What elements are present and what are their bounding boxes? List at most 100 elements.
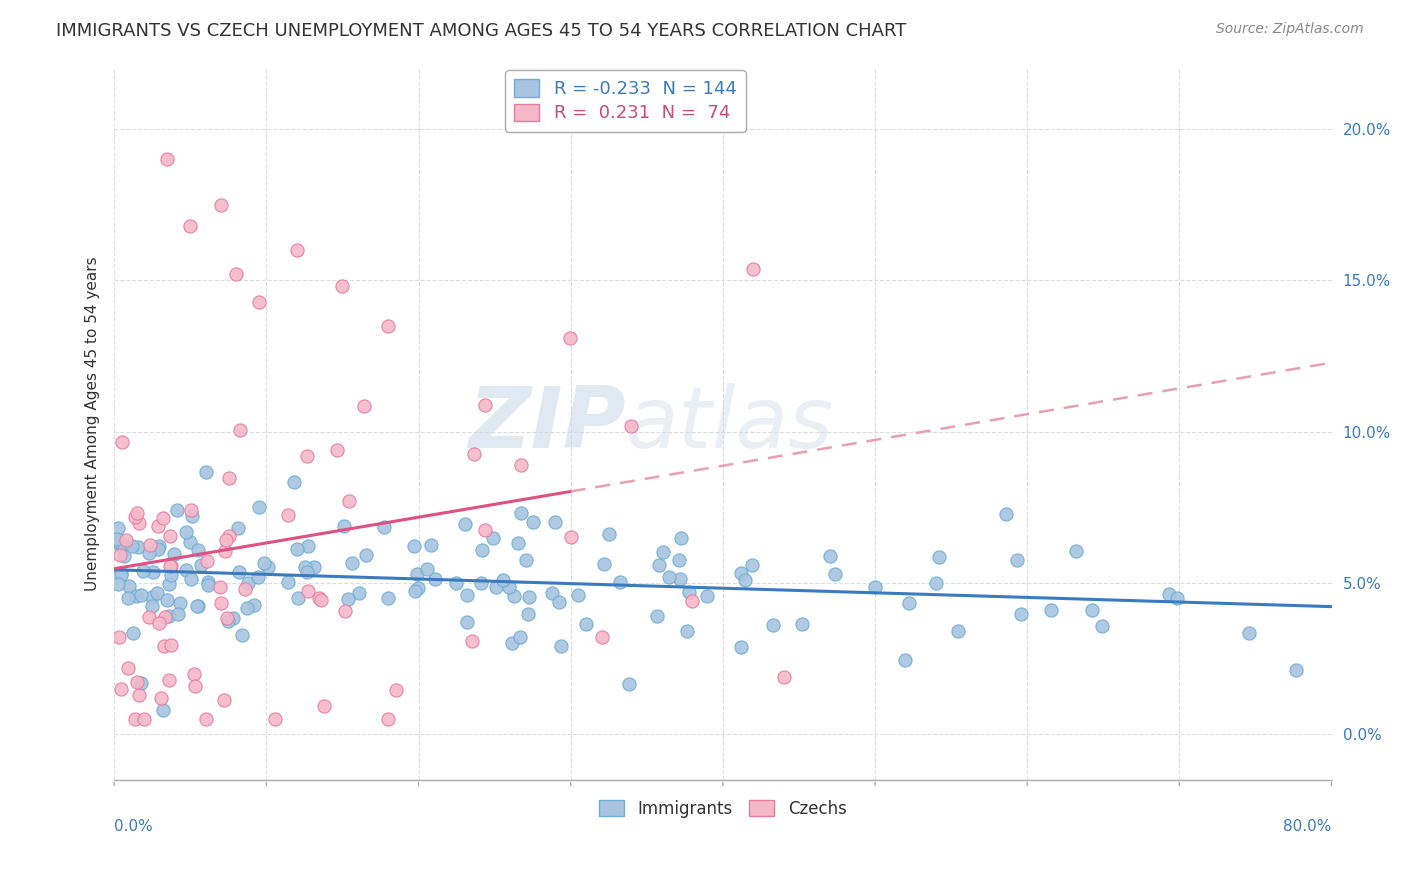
Point <box>243 598 266 612</box>
Point <box>218 471 240 485</box>
Point <box>498 581 520 595</box>
Point <box>125 675 148 690</box>
Point <box>263 712 285 726</box>
Point <box>287 591 309 605</box>
Point <box>463 447 485 461</box>
Point <box>696 589 718 603</box>
Point <box>108 538 131 552</box>
Point <box>222 611 245 625</box>
Point <box>117 591 139 605</box>
Point <box>730 640 752 654</box>
Point <box>112 538 135 552</box>
Point <box>110 434 132 449</box>
Point <box>194 712 217 726</box>
Point <box>231 628 253 642</box>
Point <box>620 418 643 433</box>
Point <box>658 570 681 584</box>
Point <box>159 529 181 543</box>
Y-axis label: Unemployment Among Ages 45 to 54 years: Unemployment Among Ages 45 to 54 years <box>86 257 100 591</box>
Point <box>353 399 375 413</box>
Point <box>1091 618 1114 632</box>
Point <box>141 599 163 614</box>
Point <box>247 500 270 515</box>
Point <box>128 689 150 703</box>
Point <box>790 616 813 631</box>
Point <box>297 584 319 599</box>
Point <box>894 653 917 667</box>
Point <box>669 532 692 546</box>
Point <box>148 615 170 630</box>
Point <box>340 556 363 570</box>
Point <box>675 624 697 639</box>
Point <box>247 294 270 309</box>
Point <box>174 525 197 540</box>
Point <box>297 539 319 553</box>
Point <box>337 494 360 508</box>
Point <box>575 617 598 632</box>
Point <box>377 591 399 605</box>
Point <box>645 608 668 623</box>
Point <box>404 539 426 553</box>
Point <box>180 573 202 587</box>
Point <box>179 535 201 549</box>
Point <box>567 588 589 602</box>
Point <box>152 703 174 717</box>
Point <box>297 565 319 579</box>
Point <box>157 576 180 591</box>
Point <box>160 559 183 574</box>
Point <box>285 541 308 556</box>
Point <box>146 518 169 533</box>
Point <box>157 609 180 624</box>
Point <box>762 617 785 632</box>
Point <box>277 575 299 590</box>
Point <box>105 532 128 546</box>
Point <box>179 219 201 233</box>
Point <box>1157 587 1180 601</box>
Point <box>1066 544 1088 558</box>
Point <box>741 558 763 573</box>
Point <box>131 676 153 690</box>
Point <box>423 572 446 586</box>
Point <box>233 582 256 596</box>
Point <box>108 548 131 562</box>
Point <box>197 574 219 589</box>
Point <box>308 591 330 605</box>
Point <box>485 580 508 594</box>
Point <box>236 576 259 591</box>
Point <box>187 543 209 558</box>
Point <box>1010 607 1032 621</box>
Point <box>560 530 582 544</box>
Point <box>180 503 202 517</box>
Point <box>107 576 129 591</box>
Point <box>510 458 533 472</box>
Point <box>1237 626 1260 640</box>
Point <box>928 549 950 564</box>
Point <box>129 588 152 602</box>
Point <box>1039 603 1062 617</box>
Point <box>925 576 948 591</box>
Point <box>818 549 841 564</box>
Point <box>681 594 703 608</box>
Point <box>209 197 232 211</box>
Point <box>592 557 614 571</box>
Point <box>121 539 143 553</box>
Point <box>948 624 970 638</box>
Point <box>169 596 191 610</box>
Point <box>285 243 308 257</box>
Point <box>377 712 399 726</box>
Point <box>506 536 529 550</box>
Point <box>114 533 136 547</box>
Point <box>211 596 233 610</box>
Point <box>187 599 209 614</box>
Point <box>544 515 567 529</box>
Point <box>474 398 496 412</box>
Point <box>336 591 359 606</box>
Point <box>125 589 148 603</box>
Point <box>146 585 169 599</box>
Point <box>153 610 176 624</box>
Point <box>214 544 236 558</box>
Point <box>283 475 305 490</box>
Point <box>181 508 204 523</box>
Point <box>157 673 180 687</box>
Point <box>510 506 533 520</box>
